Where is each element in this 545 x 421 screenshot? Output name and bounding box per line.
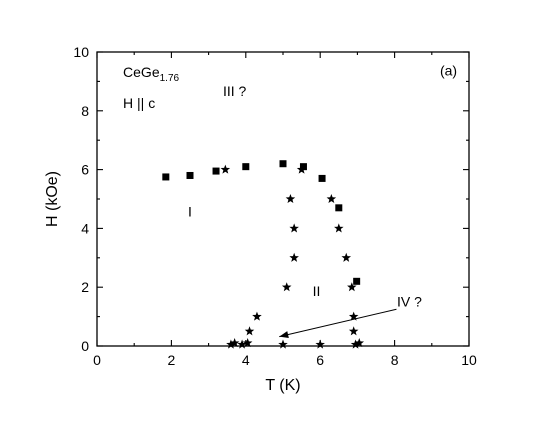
x-tick-label: 2 (168, 352, 176, 368)
y-tick-label: 6 (81, 162, 89, 178)
y-tick-label: 10 (73, 44, 89, 60)
data-point-square (299, 163, 307, 171)
data-point-star (348, 311, 359, 321)
x-tick-label: 6 (316, 352, 324, 368)
y-tick-label: 4 (81, 220, 89, 236)
data-point-star (315, 339, 325, 349)
x-tick-label: 4 (242, 352, 250, 368)
data-point-star (289, 223, 299, 233)
x-axis-label: T (K) (265, 377, 300, 394)
data-point-square (186, 171, 194, 179)
data-point-star (226, 339, 236, 349)
data-point-star (220, 164, 231, 174)
data-point-star (242, 338, 253, 348)
x-tick-label: 10 (461, 352, 477, 368)
y-tick-label: 2 (81, 279, 89, 295)
data-point-star (285, 194, 296, 204)
y-tick-label: 0 (81, 338, 89, 354)
region-label: II (313, 283, 321, 299)
data-point-square (318, 174, 326, 182)
data-point-square (353, 277, 361, 285)
region-label: III ? (223, 83, 247, 99)
data-point-star (347, 282, 357, 292)
data-point-star (244, 326, 255, 336)
data-point-square (279, 160, 287, 168)
data-point-star (252, 311, 262, 321)
data-point-square (162, 173, 170, 181)
data-point-star (341, 252, 351, 262)
data-point-star (348, 326, 359, 336)
data-point-star (281, 282, 292, 292)
region-label: IV ? (397, 293, 422, 309)
data-point-square (242, 163, 250, 171)
y-tick-label: 8 (81, 103, 89, 119)
data-point-star (334, 223, 344, 233)
data-point-star (237, 339, 247, 349)
data-point-square (335, 204, 343, 212)
region-label: I (188, 204, 192, 220)
data-point-square (212, 167, 220, 175)
data-point-star (350, 339, 361, 349)
data-point-star (296, 164, 307, 174)
data-point-star (289, 252, 299, 262)
x-tick-label: 0 (93, 352, 101, 368)
y-axis-label: H (kOe) (44, 171, 61, 227)
data-point-star (229, 338, 240, 348)
annotation-arrow-line (279, 308, 397, 338)
data-point-star (326, 194, 337, 204)
annotation-arrow-head (279, 331, 289, 338)
data-point-star (354, 338, 365, 348)
data-point-star (278, 339, 288, 349)
sample-label: CeGe1.76 (123, 64, 179, 84)
field-direction-label: H || c (123, 95, 155, 111)
x-tick-label: 8 (391, 352, 399, 368)
panel-label: (a) (440, 63, 457, 79)
